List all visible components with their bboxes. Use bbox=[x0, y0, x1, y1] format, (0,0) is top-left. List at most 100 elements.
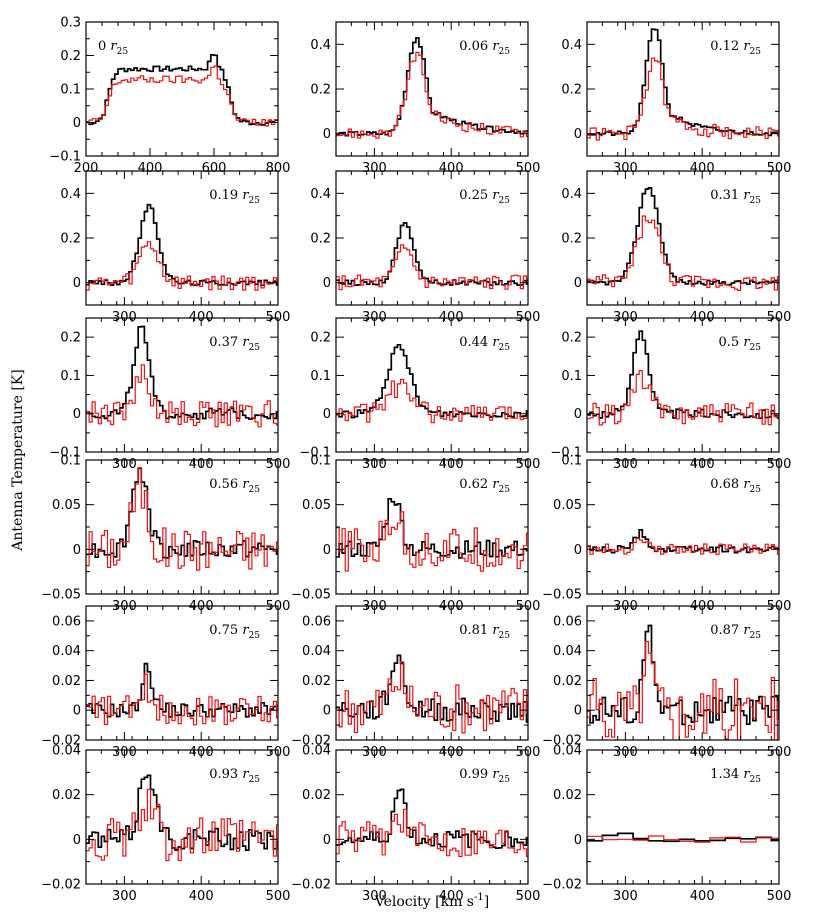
y-tick-label: 0.4 bbox=[310, 187, 331, 202]
panel-frame bbox=[85, 749, 279, 885]
y-tick-label: 0 bbox=[323, 407, 331, 422]
x-tick-label: 400 bbox=[138, 161, 163, 176]
x-axis-title: Velocity [km s-1] bbox=[374, 892, 489, 910]
radius-subscript: 25 bbox=[249, 775, 261, 785]
red-spectrum-line bbox=[587, 537, 779, 555]
y-tick-label: 0 bbox=[323, 543, 331, 558]
x-axis-title-main: Velocity [km s bbox=[374, 894, 474, 910]
y-tick-label: 0 bbox=[574, 704, 582, 719]
y-tick-label: −0.1 bbox=[299, 446, 331, 461]
y-tick-label: 0.1 bbox=[561, 454, 582, 469]
radius-symbol: r bbox=[743, 39, 750, 54]
panel-radius-label: 0.56 r25 bbox=[209, 477, 260, 495]
radius-value: 0.12 bbox=[710, 39, 743, 54]
panel-frame bbox=[586, 749, 780, 885]
y-tick-label: −0.1 bbox=[550, 446, 582, 461]
radius-symbol: r bbox=[242, 335, 249, 350]
radius-symbol: r bbox=[492, 39, 499, 54]
y-tick-label: −0.05 bbox=[542, 588, 582, 603]
y-tick-label: 0.02 bbox=[52, 788, 81, 803]
y-tick-label: 0.2 bbox=[561, 232, 582, 247]
radius-value: 0.81 bbox=[459, 623, 492, 638]
y-tick-label: −0.02 bbox=[542, 878, 582, 893]
radius-subscript: 25 bbox=[750, 343, 762, 353]
radius-value: 0.62 bbox=[459, 477, 492, 492]
radius-symbol: r bbox=[242, 767, 249, 782]
panel-radius-label: 0.93 r25 bbox=[209, 767, 260, 785]
panel-frame bbox=[85, 605, 279, 741]
red-spectrum-line bbox=[587, 370, 779, 426]
y-tick-label: 0.02 bbox=[302, 674, 331, 689]
y-tick-label: 0.4 bbox=[60, 187, 81, 202]
y-tick-label: 0.04 bbox=[52, 644, 81, 659]
y-tick-label: 0.06 bbox=[302, 614, 331, 629]
black-spectrum-line bbox=[587, 187, 779, 286]
panel-radius-label: 0.68 r25 bbox=[710, 477, 761, 495]
radius-value: 0 bbox=[98, 39, 110, 54]
y-tick-label: 0.04 bbox=[553, 644, 582, 659]
radius-value: 0.5 bbox=[719, 335, 744, 350]
panel-17: 300 400 500 −0.02 0 0.02 0.04 1.34 r25 bbox=[542, 744, 791, 905]
radius-value: 1.34 bbox=[710, 767, 743, 782]
y-tick-label: 0 bbox=[574, 127, 582, 142]
y-tick-label: 0 bbox=[574, 276, 582, 291]
panel-radius-label: 0.62 r25 bbox=[459, 477, 510, 495]
red-spectrum-line bbox=[587, 57, 779, 141]
panel-16: 300 400 500 −0.02 0 0.02 0.04 0.99 r25 bbox=[291, 744, 540, 905]
radius-subscript: 25 bbox=[750, 775, 762, 785]
red-spectrum-line bbox=[336, 511, 528, 572]
x-tick-label: 300 bbox=[362, 161, 387, 176]
panel-radius-label: 0.5 r25 bbox=[719, 335, 762, 353]
radius-subscript: 25 bbox=[499, 343, 511, 353]
radius-symbol: r bbox=[110, 39, 117, 54]
radius-symbol: r bbox=[492, 767, 499, 782]
black-spectrum-line bbox=[86, 325, 278, 420]
panel-radius-label: 0 r25 bbox=[98, 39, 128, 57]
black-spectrum-line bbox=[336, 654, 528, 723]
x-tick-label: 400 bbox=[439, 889, 464, 904]
radius-symbol: r bbox=[743, 767, 750, 782]
black-spectrum-line bbox=[336, 222, 528, 287]
panel-7: 300 400 500−0.100.10.2 0.44 r25 bbox=[299, 317, 540, 472]
y-tick-label: 0 bbox=[73, 704, 81, 719]
panel-frame bbox=[335, 605, 529, 741]
red-spectrum-line bbox=[587, 640, 779, 740]
x-tick-label: 500 bbox=[767, 161, 792, 176]
y-tick-label: 0.3 bbox=[60, 16, 81, 31]
y-tick-label: 0 bbox=[323, 127, 331, 142]
radius-symbol: r bbox=[492, 335, 499, 350]
panel-8: 300 400 500−0.100.10.2 0.5 r25 bbox=[550, 317, 791, 472]
radius-value: 0.87 bbox=[710, 623, 743, 638]
radius-value: 0.99 bbox=[459, 767, 492, 782]
x-tick-label: 300 bbox=[362, 889, 387, 904]
radius-symbol: r bbox=[242, 188, 249, 203]
radius-subscript: 25 bbox=[249, 196, 261, 206]
radius-symbol: r bbox=[743, 477, 750, 492]
red-spectrum-line bbox=[86, 467, 278, 571]
panel-frame bbox=[85, 317, 279, 453]
y-tick-label: 0.05 bbox=[553, 498, 582, 513]
radius-value: 0.56 bbox=[209, 477, 242, 492]
y-tick-label: 0.02 bbox=[553, 788, 582, 803]
y-tick-label: 0.2 bbox=[60, 331, 81, 346]
x-tick-label: 400 bbox=[690, 161, 715, 176]
y-tick-label: 0.2 bbox=[60, 49, 81, 64]
panel-radius-label: 0.87 r25 bbox=[710, 623, 761, 641]
panel-frame bbox=[586, 459, 780, 595]
y-tick-label: 0.2 bbox=[561, 83, 582, 98]
red-spectrum-line bbox=[336, 51, 528, 139]
panel-frame bbox=[335, 749, 529, 885]
y-tick-label: 0.2 bbox=[310, 331, 331, 346]
x-tick-label: 500 bbox=[266, 889, 291, 904]
x-tick-label: 200 bbox=[74, 161, 99, 176]
panel-radius-label: 0.75 r25 bbox=[209, 623, 260, 641]
black-spectrum-line bbox=[86, 203, 278, 287]
y-tick-label: −0.05 bbox=[41, 588, 81, 603]
y-tick-label: 0.4 bbox=[310, 38, 331, 53]
y-tick-label: 0.05 bbox=[52, 498, 81, 513]
